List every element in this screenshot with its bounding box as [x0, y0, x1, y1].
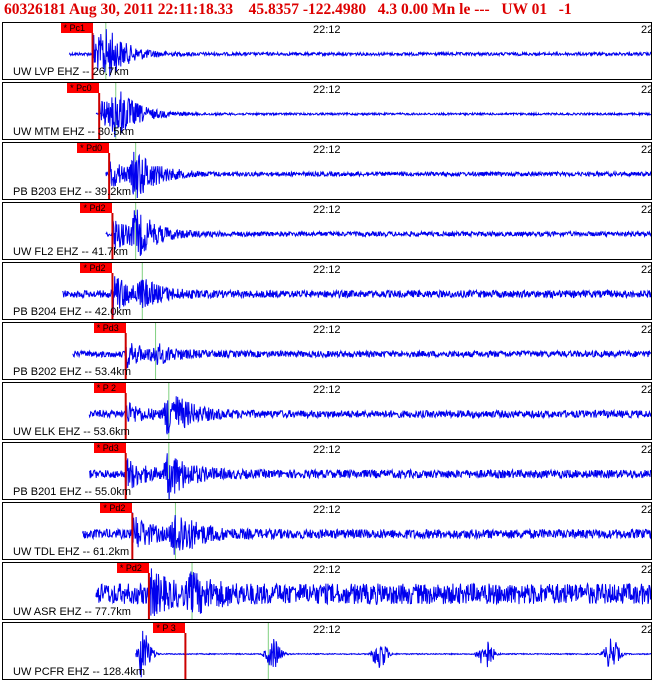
- trace-panel: * Pc0 22:12 22 UW MTM EHZ -- 30.5km: [2, 82, 652, 140]
- event-magnitude: 4.3 0.00 Mn le ---: [377, 1, 490, 18]
- station-label: PB B203 EHZ -- 39.2km: [13, 186, 131, 198]
- event-lat: 45.8357: [248, 1, 299, 18]
- time-tick-label: 22:12: [313, 24, 341, 36]
- trace-plot: [105, 203, 651, 259]
- pick-flag[interactable]: * Pd3: [93, 323, 126, 333]
- trace-panel: * Pc1 22:12 22 UW LVP EHZ -- 26.7km: [2, 22, 652, 80]
- trace-plot: [68, 23, 651, 79]
- station-label: UW FL2 EHZ -- 41.7km: [13, 246, 128, 258]
- event-lon: -122.4980: [302, 1, 367, 18]
- trace-panel: * P 3 22:12 22 UW PCFR EHZ -- 128.4km: [2, 622, 652, 680]
- waveform-line: [68, 29, 651, 77]
- waveform-line: [95, 568, 651, 617]
- station-label: UW PCFR EHZ -- 128.4km: [13, 666, 146, 678]
- time-tick-label: 22:12: [313, 264, 341, 276]
- pick-flag[interactable]: * Pd2: [80, 203, 113, 213]
- pick-flag[interactable]: * Pc1: [60, 23, 93, 33]
- time-tick-label: 22:12: [313, 444, 341, 456]
- event-datetime: Aug 30, 2011 22:11:18.33: [69, 1, 234, 18]
- trace-panel: * Pd3 22:12 22 PB B202 EHZ -- 53.4km: [2, 322, 652, 380]
- time-tick-label: 22:12: [313, 504, 341, 516]
- time-tick-label-right: 22: [641, 624, 651, 636]
- pick-flag[interactable]: * Pd2: [116, 563, 149, 573]
- trace-panel: * Pd2 22:12 22 UW TDL EHZ -- 61.2km: [2, 502, 652, 560]
- time-tick-label-right: 22: [641, 144, 651, 156]
- waveform-line: [82, 512, 651, 555]
- trace-panel: * Pd0 22:12 22 PB B203 EHZ -- 39.2km: [2, 142, 652, 200]
- trace-plot: [82, 503, 651, 559]
- time-tick-label-right: 22: [641, 204, 651, 216]
- station-label: UW TDL EHZ -- 61.2km: [13, 546, 130, 558]
- time-tick-label-right: 22: [641, 264, 651, 276]
- waveform-line: [105, 151, 651, 199]
- trace-plot: [88, 383, 651, 439]
- waveform-line: [72, 343, 651, 369]
- waveform-line: [89, 453, 651, 499]
- waveform-line: [135, 630, 651, 678]
- pick-flag[interactable]: * Pd3: [93, 443, 126, 453]
- pick-flag[interactable]: * Pc0: [67, 83, 100, 93]
- event-id: 60326181: [4, 1, 66, 18]
- pick-flag[interactable]: * Pd2: [100, 503, 133, 513]
- trace-plot: [72, 323, 651, 379]
- trace-panel: * Pd3 22:12 22 PB B201 EHZ -- 55.0km: [2, 442, 652, 500]
- station-label: UW MTM EHZ -- 30.5km: [13, 126, 134, 138]
- time-tick-label: 22:12: [313, 324, 341, 336]
- trace-plot: [89, 443, 651, 499]
- time-tick-label-right: 22: [641, 384, 651, 396]
- waveform-line: [88, 396, 651, 435]
- trace-plot: [62, 263, 651, 319]
- waveform-line: [95, 91, 651, 138]
- time-tick-label: 22:12: [313, 204, 341, 216]
- pick-flag[interactable]: * P 2: [93, 383, 126, 393]
- trace-panel: * Pd2 22:12 22 PB B204 EHZ -- 42.0km: [2, 262, 652, 320]
- trace-plot: [135, 623, 651, 679]
- trace-plot: [95, 563, 651, 619]
- time-tick-label-right: 22: [641, 24, 651, 36]
- time-tick-label: 22:12: [313, 144, 341, 156]
- waveform-line: [62, 276, 651, 318]
- time-tick-label-right: 22: [641, 324, 651, 336]
- station-label: PB B204 EHZ -- 42.0km: [13, 306, 131, 318]
- pick-flag[interactable]: * Pd2: [80, 263, 113, 273]
- time-tick-label: 22:12: [313, 624, 341, 636]
- trace-panel: * Pd2 22:12 22 UW ASR EHZ -- 77.7km: [2, 562, 652, 620]
- station-label: UW ELK EHZ -- 53.6km: [13, 426, 130, 438]
- time-tick-label: 22:12: [313, 384, 341, 396]
- pick-flag[interactable]: * P 3: [153, 623, 186, 633]
- seismogram-traces: * Pc1 22:12 22 UW LVP EHZ -- 26.7km * Pc0 22:…: [0, 22, 653, 686]
- trace-panel: * P 2 22:12 22 UW ELK EHZ -- 53.6km: [2, 382, 652, 440]
- time-tick-label: 22:12: [313, 84, 341, 96]
- time-tick-label: 22:12: [313, 564, 341, 576]
- trace-panel: * Pd2 22:12 22 UW FL2 EHZ -- 41.7km: [2, 202, 652, 260]
- time-tick-label-right: 22: [641, 564, 651, 576]
- trace-plot: [95, 83, 651, 139]
- event-header: 60326181 Aug 30, 2011 22:11:18.33 45.835…: [4, 0, 653, 20]
- waveform-line: [105, 209, 651, 257]
- station-label: UW ASR EHZ -- 77.7km: [13, 606, 131, 618]
- time-tick-label-right: 22: [641, 504, 651, 516]
- time-tick-label-right: 22: [641, 84, 651, 96]
- trace-plot: [105, 143, 651, 199]
- event-flag: -1: [558, 1, 572, 18]
- station-label: PB B202 EHZ -- 53.4km: [13, 366, 131, 378]
- station-label: PB B201 EHZ -- 55.0km: [13, 486, 131, 498]
- event-network: UW 01: [501, 1, 548, 18]
- station-label: UW LVP EHZ -- 26.7km: [13, 66, 129, 78]
- pick-flag[interactable]: * Pd0: [77, 143, 110, 153]
- time-tick-label-right: 22: [641, 444, 651, 456]
